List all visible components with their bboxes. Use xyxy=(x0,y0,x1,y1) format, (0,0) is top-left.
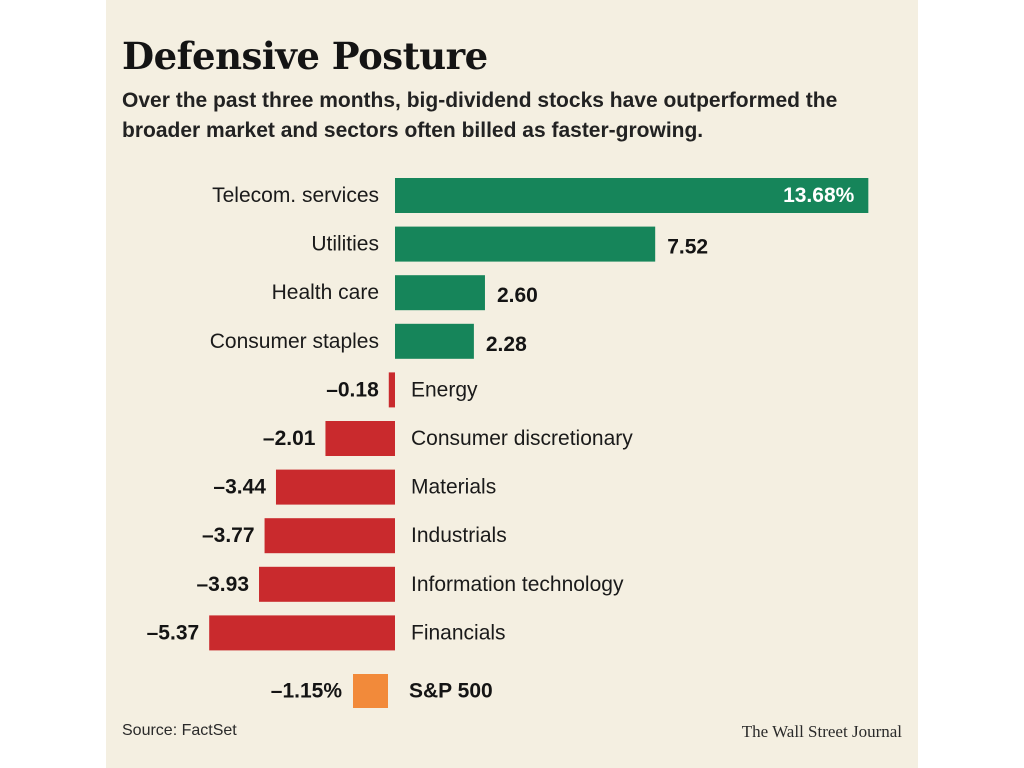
chart-card: Defensive Posture Over the past three mo… xyxy=(106,0,918,768)
value-label: –0.18 xyxy=(326,378,379,401)
value-label: –3.77 xyxy=(202,524,255,547)
category-label: Telecom. services xyxy=(212,184,379,207)
category-label: Information technology xyxy=(411,573,624,596)
sp500-value-label: –1.15% xyxy=(271,680,343,703)
category-label: Health care xyxy=(272,281,379,304)
bar-financials xyxy=(209,615,395,651)
bar-materials xyxy=(275,469,395,505)
bar-industrials xyxy=(264,518,395,554)
bar-utilities xyxy=(395,226,656,262)
category-label: Industrials xyxy=(411,524,507,547)
bar-information-technology xyxy=(259,566,395,602)
value-label: –3.44 xyxy=(213,476,266,499)
publication-credit: The Wall Street Journal xyxy=(741,722,902,741)
value-label: 13.68% xyxy=(783,184,855,207)
source-note: Source: FactSet xyxy=(122,722,237,739)
value-label: 2.28 xyxy=(486,333,527,356)
value-label: 7.52 xyxy=(667,236,708,259)
category-label: Energy xyxy=(411,378,478,401)
category-label: Utilities xyxy=(311,233,379,256)
value-label: –5.37 xyxy=(147,621,200,644)
bar-energy xyxy=(388,372,395,408)
bar-health-care xyxy=(395,275,485,311)
value-label: –2.01 xyxy=(263,427,316,450)
bar-consumer-discretionary xyxy=(325,421,395,456)
category-label: Materials xyxy=(411,476,496,499)
bar-chart: Telecom. services 13.68% Utilities 7.52 Heal… xyxy=(147,178,869,708)
bar-consumer-staples xyxy=(395,323,474,359)
sp500-marker xyxy=(353,674,388,708)
value-label: –3.93 xyxy=(196,573,249,596)
chart-subtitle: Over the past three months, big-dividend… xyxy=(122,89,838,142)
category-label: Consumer discretionary xyxy=(411,427,633,450)
value-label: 2.60 xyxy=(497,284,538,307)
bar-telecom-services xyxy=(395,178,869,213)
category-label: Consumer staples xyxy=(210,330,379,353)
category-label: Financials xyxy=(411,621,506,644)
sp500-label: S&P 500 xyxy=(409,680,493,703)
chart-title: Defensive Posture xyxy=(122,34,488,78)
